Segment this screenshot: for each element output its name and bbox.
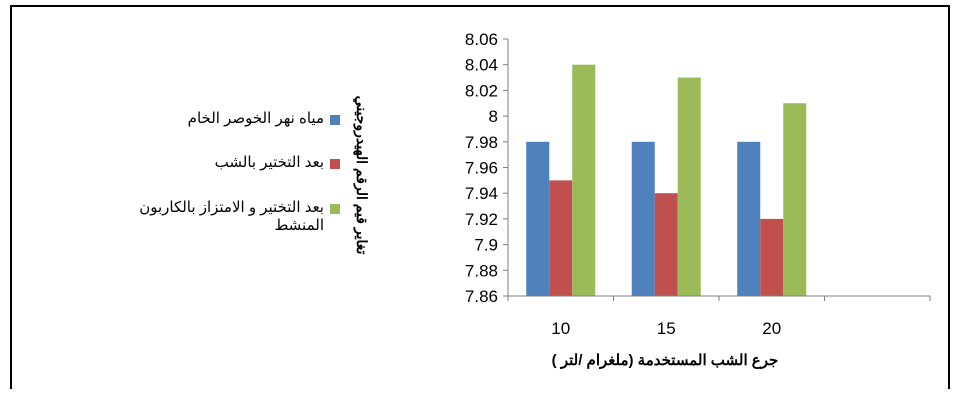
bar-series-0-cat-0 xyxy=(526,141,550,296)
bar-series-2-cat-0 xyxy=(572,64,596,296)
x-tick-label: 20 xyxy=(762,319,781,338)
bars-layer xyxy=(526,64,807,296)
y-tick-label: 7.98 xyxy=(465,133,498,152)
bar-series-2-cat-2 xyxy=(783,103,807,296)
y-axis-title: تغاير قيم الرقم الهيدروجيني xyxy=(353,96,370,255)
x-ticks-layer: 10 15 20 xyxy=(507,296,931,338)
bar-series-1-cat-0 xyxy=(549,180,573,296)
y-tick-label: 8.04 xyxy=(465,56,498,75)
legend-label-alum-carbon: بعد التختير و الامتزاز بالكاربون المنشط xyxy=(139,199,324,234)
legend-item-alum: بعد التختير بالشب xyxy=(70,154,340,172)
legend-label-raw-water: مياه نهر الخوصر الخام xyxy=(187,110,324,127)
bar-series-0-cat-2 xyxy=(737,141,761,296)
x-tick-label: 15 xyxy=(657,319,676,338)
bar-series-0-cat-1 xyxy=(631,141,655,296)
bar-series-2-cat-1 xyxy=(677,77,701,296)
bar-series-1-cat-2 xyxy=(760,218,784,296)
y-tick-label: 7.9 xyxy=(474,236,498,255)
legend-swatch-alum-carbon xyxy=(330,204,340,214)
legend-swatch-alum xyxy=(330,159,340,169)
chart-frame xyxy=(10,5,950,389)
legend-swatch-raw-water xyxy=(330,115,340,125)
y-tick-label: 7.92 xyxy=(465,210,498,229)
y-tick-label: 8.06 xyxy=(465,30,498,49)
legend-item-raw-water: مياه نهر الخوصر الخام xyxy=(70,110,340,128)
legend-item-alum-carbon: بعد التختير و الامتزاز بالكاربون المنشط xyxy=(70,199,340,235)
y-tick-label: 7.96 xyxy=(465,159,498,178)
y-tick-label: 8.02 xyxy=(465,81,498,100)
x-tick-label: 10 xyxy=(551,319,570,338)
legend-label-alum: بعد التختير بالشب xyxy=(214,154,324,171)
y-tick-label: 7.94 xyxy=(465,184,498,203)
y-ticks-layer: 7.86 7.88 7.9 7.92 7.94 7.96 7.98 8 8.02 8.04 8.06 xyxy=(465,30,508,306)
y-tick-label: 8 xyxy=(489,107,498,126)
bar-series-1-cat-1 xyxy=(654,193,678,296)
y-tick-label: 7.88 xyxy=(465,261,498,280)
legend: مياه نهر الخوصر الخام بعد التختير بالشب … xyxy=(70,110,340,235)
y-tick-label: 7.86 xyxy=(465,287,498,306)
x-axis-title: جرع الشب المستخدمة (ملغرام /لتر ) xyxy=(552,352,779,369)
